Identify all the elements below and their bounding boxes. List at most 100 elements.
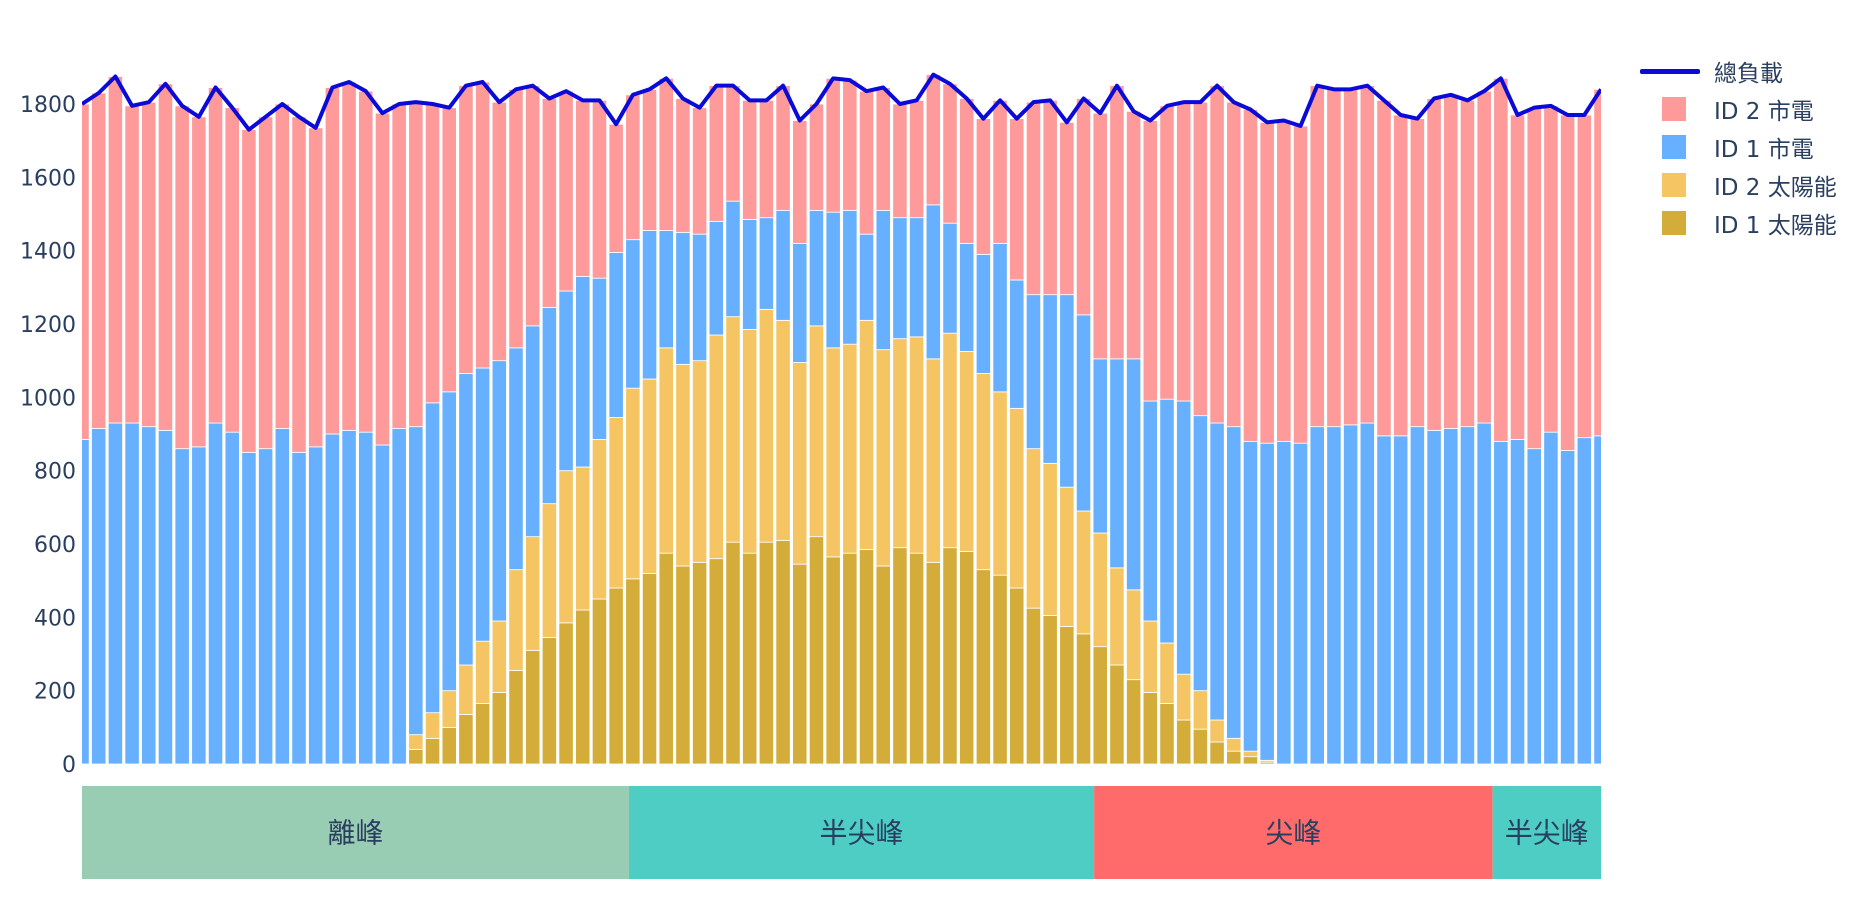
- bar-segment[interactable]: [1242, 756, 1259, 765]
- bar-segment[interactable]: [1259, 442, 1275, 761]
- bar-segment[interactable]: [1092, 646, 1108, 765]
- bar-segment[interactable]: [408, 101, 424, 428]
- bar-segment[interactable]: [1142, 400, 1158, 622]
- legend-item-id2-solar[interactable]: ID 2 太陽能: [1640, 166, 1837, 204]
- bar-segment[interactable]: [708, 558, 724, 765]
- bar-segment[interactable]: [1176, 101, 1192, 402]
- bar-segment[interactable]: [708, 85, 724, 222]
- bar-segment[interactable]: [1409, 426, 1425, 765]
- bar-segment[interactable]: [541, 98, 557, 308]
- bar-segment[interactable]: [625, 94, 641, 241]
- bar-segment[interactable]: [959, 550, 975, 765]
- bar-segment[interactable]: [892, 103, 908, 219]
- bar-segment[interactable]: [1092, 112, 1108, 360]
- bar-segment[interactable]: [959, 242, 975, 352]
- bar-segment[interactable]: [858, 90, 875, 235]
- bar-segment[interactable]: [942, 83, 958, 224]
- bar-segment[interactable]: [558, 470, 574, 624]
- bar-segment[interactable]: [1459, 426, 1476, 765]
- bar-segment[interactable]: [1142, 620, 1158, 693]
- bar-segment[interactable]: [1159, 105, 1175, 400]
- bar-segment[interactable]: [992, 574, 1008, 765]
- bar-segment[interactable]: [374, 112, 391, 446]
- bar-segment[interactable]: [942, 332, 958, 549]
- bar-segment[interactable]: [675, 363, 691, 567]
- bar-segment[interactable]: [892, 338, 908, 549]
- bar-segment[interactable]: [1226, 737, 1242, 752]
- bar-segment[interactable]: [174, 448, 190, 765]
- bar-segment[interactable]: [341, 429, 357, 765]
- bar-segment[interactable]: [792, 242, 808, 363]
- bar-segment[interactable]: [1543, 431, 1559, 765]
- bar-segment[interactable]: [892, 547, 908, 765]
- bar-segment[interactable]: [591, 277, 608, 440]
- total-load-polyline[interactable]: [82, 72, 1601, 132]
- bar-segment[interactable]: [1393, 435, 1409, 765]
- bar-segment[interactable]: [1309, 426, 1325, 765]
- bar-segment[interactable]: [491, 692, 507, 765]
- bar-segment[interactable]: [1593, 435, 1608, 765]
- bar-segment[interactable]: [1009, 279, 1025, 409]
- bar-segment[interactable]: [758, 99, 774, 219]
- bar-segment[interactable]: [391, 103, 407, 429]
- bar-segment[interactable]: [641, 230, 658, 380]
- bar-segment[interactable]: [909, 552, 925, 765]
- bar-segment[interactable]: [658, 347, 674, 554]
- bar-segment[interactable]: [1042, 615, 1058, 765]
- bar-segment[interactable]: [1276, 120, 1292, 442]
- bar-segment[interactable]: [959, 98, 975, 244]
- bar-segment[interactable]: [1359, 422, 1375, 765]
- bar-segment[interactable]: [909, 99, 925, 219]
- bar-segment[interactable]: [1376, 435, 1392, 765]
- bar-segment[interactable]: [91, 428, 107, 765]
- bar-segment[interactable]: [558, 90, 574, 292]
- bar-segment[interactable]: [975, 253, 991, 374]
- bar-segment[interactable]: [725, 85, 741, 202]
- bar-segment[interactable]: [1309, 85, 1325, 428]
- bar-segment[interactable]: [758, 541, 774, 765]
- bar-segment[interactable]: [1059, 294, 1075, 488]
- bar-segment[interactable]: [441, 726, 457, 765]
- bar-segment[interactable]: [591, 99, 608, 279]
- bar-segment[interactable]: [207, 422, 224, 765]
- bar-segment[interactable]: [324, 87, 340, 435]
- bar-segment[interactable]: [675, 231, 691, 365]
- bar-segment[interactable]: [157, 83, 174, 431]
- bar-segment[interactable]: [875, 349, 891, 567]
- bar-segment[interactable]: [1025, 607, 1042, 765]
- bar-segment[interactable]: [1059, 486, 1075, 627]
- bar-segment[interactable]: [775, 209, 791, 321]
- bar-segment[interactable]: [692, 360, 708, 563]
- bar-segment[interactable]: [925, 561, 941, 765]
- bar-segment[interactable]: [458, 714, 474, 765]
- bar-segment[interactable]: [1075, 314, 1092, 512]
- bar-segment[interactable]: [374, 444, 391, 765]
- bar-segment[interactable]: [258, 116, 274, 450]
- bar-segment[interactable]: [591, 439, 608, 600]
- bar-segment[interactable]: [525, 536, 541, 651]
- bar-segment[interactable]: [75, 439, 90, 765]
- bar-segment[interactable]: [1192, 728, 1208, 765]
- bar-segment[interactable]: [1025, 448, 1042, 609]
- bar-segment[interactable]: [1409, 118, 1425, 428]
- bar-segment[interactable]: [475, 703, 491, 765]
- bar-segment[interactable]: [1142, 692, 1158, 765]
- bar-segment[interactable]: [424, 712, 441, 739]
- bar-segment[interactable]: [608, 417, 624, 589]
- bar-segment[interactable]: [1326, 426, 1342, 765]
- bar-segment[interactable]: [1443, 94, 1459, 429]
- bar-segment[interactable]: [1343, 424, 1359, 765]
- bar-segment[interactable]: [658, 77, 674, 231]
- bar-segment[interactable]: [1109, 85, 1125, 360]
- bar-segment[interactable]: [124, 105, 140, 424]
- bar-segment[interactable]: [491, 360, 507, 622]
- legend-item-id2-grid[interactable]: ID 2 市電: [1640, 90, 1837, 128]
- bar-segment[interactable]: [408, 734, 424, 750]
- bar-segment[interactable]: [1509, 439, 1526, 765]
- bar-segment[interactable]: [1092, 358, 1108, 534]
- bar-segment[interactable]: [1126, 110, 1142, 360]
- bar-segment[interactable]: [107, 76, 123, 424]
- bar-segment[interactable]: [792, 120, 808, 244]
- bar-segment[interactable]: [1476, 90, 1492, 424]
- bar-segment[interactable]: [308, 446, 324, 765]
